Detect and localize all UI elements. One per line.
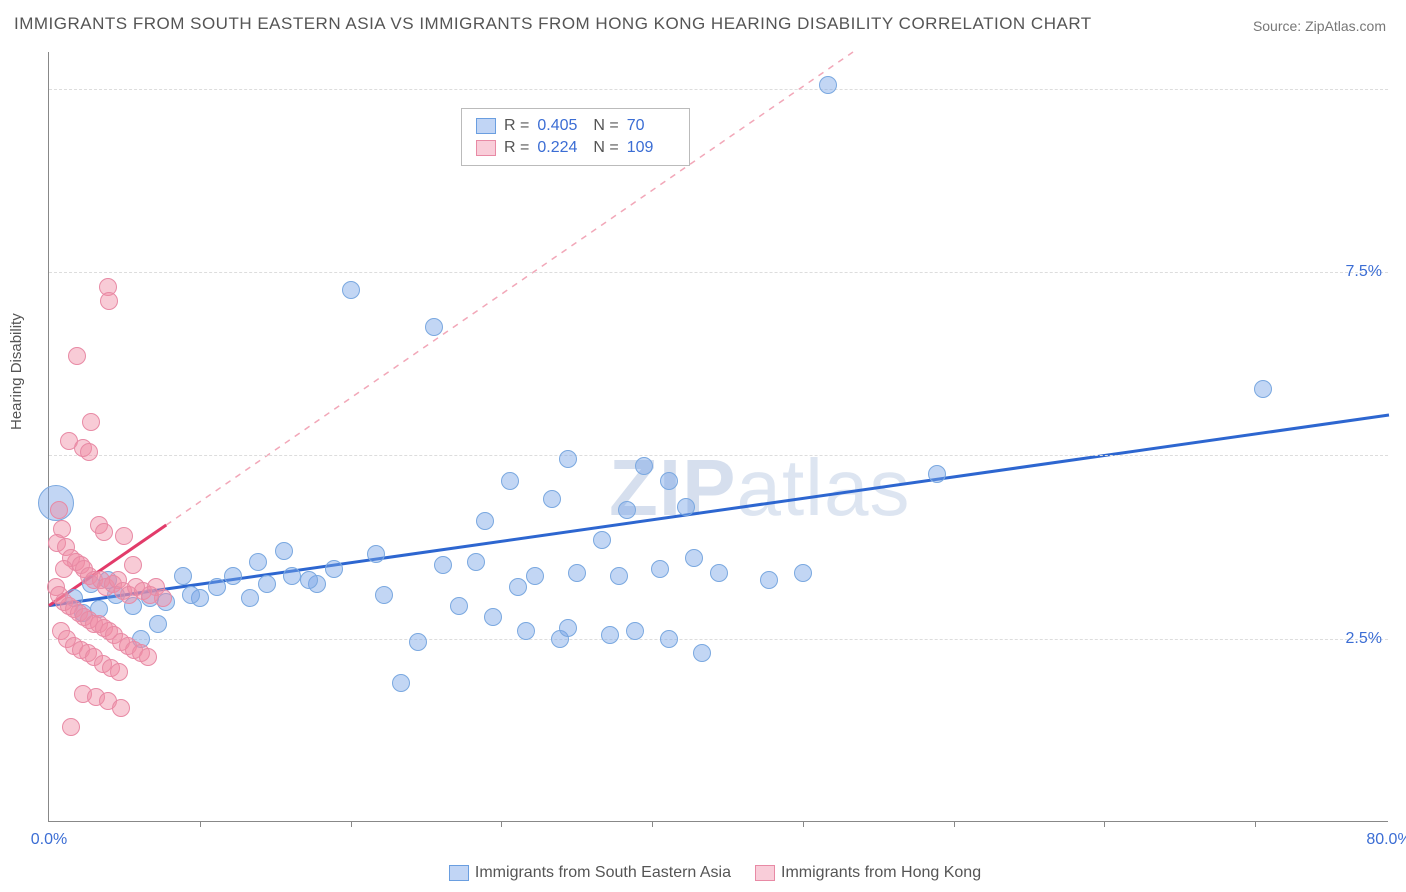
source-name: ZipAtlas.com [1305,18,1386,34]
scatter-point-pink [112,699,130,717]
scatter-point-blue [526,567,544,585]
scatter-point-blue [182,586,200,604]
scatter-point-pink [139,648,157,666]
scatter-point-blue [693,644,711,662]
x-tick-mark [351,821,352,827]
scatter-point-blue [559,450,577,468]
scatter-point-blue [660,630,678,648]
scatter-point-blue [610,567,628,585]
scatter-point-blue [283,567,301,585]
scatter-point-blue [501,472,519,490]
gridline-h [49,455,1388,456]
scatter-point-blue [208,578,226,596]
x-tick-mark [954,821,955,827]
scatter-point-blue [559,619,577,637]
scatter-point-blue [660,472,678,490]
source-attribution: Source: ZipAtlas.com [1253,18,1386,34]
scatter-point-blue [174,567,192,585]
scatter-point-blue [300,571,318,589]
scatter-point-pink [82,413,100,431]
scatter-point-blue [635,457,653,475]
scatter-point-blue [1254,380,1272,398]
scatter-point-blue [601,626,619,644]
scatter-point-pink [124,556,142,574]
gridline-h [49,272,1388,273]
scatter-point-blue [484,608,502,626]
scatter-point-blue [367,545,385,563]
y-tick-label: 7.5% [1346,263,1392,281]
scatter-point-blue [819,76,837,94]
scatter-point-pink [110,663,128,681]
scatter-point-pink [68,347,86,365]
y-axis-label: Hearing Disability [8,313,25,430]
x-tick-mark [803,821,804,827]
scatter-point-blue [509,578,527,596]
legend-series-label: Immigrants from South Eastern Asia [475,864,731,881]
scatter-point-blue [467,553,485,571]
scatter-point-pink [154,589,172,607]
scatter-point-blue [710,564,728,582]
chart-title: IMMIGRANTS FROM SOUTH EASTERN ASIA VS IM… [14,14,1092,34]
scatter-point-blue [434,556,452,574]
scatter-point-blue [476,512,494,530]
x-tick-mark [1255,821,1256,827]
x-tick-mark [1104,821,1105,827]
scatter-point-blue [543,490,561,508]
scatter-point-blue [928,465,946,483]
scatter-point-blue [593,531,611,549]
scatter-point-blue [677,498,695,516]
scatter-point-blue [275,542,293,560]
gridline-h [49,639,1388,640]
source-prefix: Source: [1253,18,1305,34]
plot-area: ZIPatlas R =0.405N =70R =0.224N =109 2.5… [48,52,1388,822]
scatter-point-blue [409,633,427,651]
scatter-point-pink [95,523,113,541]
scatter-point-pink [100,292,118,310]
x-tick-mark [200,821,201,827]
scatter-point-pink [55,560,73,578]
scatter-point-blue [685,549,703,567]
scatter-point-blue [568,564,586,582]
x-tick-label: 80.0% [1366,831,1406,849]
scatter-point-pink [115,527,133,545]
scatter-point-blue [249,553,267,571]
scatter-point-pink [80,443,98,461]
scatter-point-blue [342,281,360,299]
scatter-point-blue [651,560,669,578]
scatter-point-blue [425,318,443,336]
legend-swatch [449,865,469,881]
scatter-point-blue [258,575,276,593]
y-tick-label: 2.5% [1346,630,1392,648]
scatter-point-blue [241,589,259,607]
scatter-point-blue [149,615,167,633]
legend-series-label: Immigrants from Hong Kong [781,864,981,881]
scatter-point-blue [794,564,812,582]
scatter-point-blue [517,622,535,640]
scatter-point-blue [224,567,242,585]
scatter-point-blue [618,501,636,519]
x-tick-mark [501,821,502,827]
scatter-point-blue [760,571,778,589]
chart-svg [49,52,1388,821]
scatter-point-pink [50,501,68,519]
scatter-point-blue [392,674,410,692]
gridline-h [49,89,1388,90]
series-legend: Immigrants from South Eastern Asia Immigr… [0,864,1406,882]
scatter-point-pink [62,718,80,736]
trend-line [166,52,853,525]
x-tick-mark [652,821,653,827]
scatter-point-blue [626,622,644,640]
scatter-point-blue [325,560,343,578]
scatter-point-blue [375,586,393,604]
legend-swatch [755,865,775,881]
x-tick-label: 0.0% [31,831,67,849]
scatter-point-blue [450,597,468,615]
